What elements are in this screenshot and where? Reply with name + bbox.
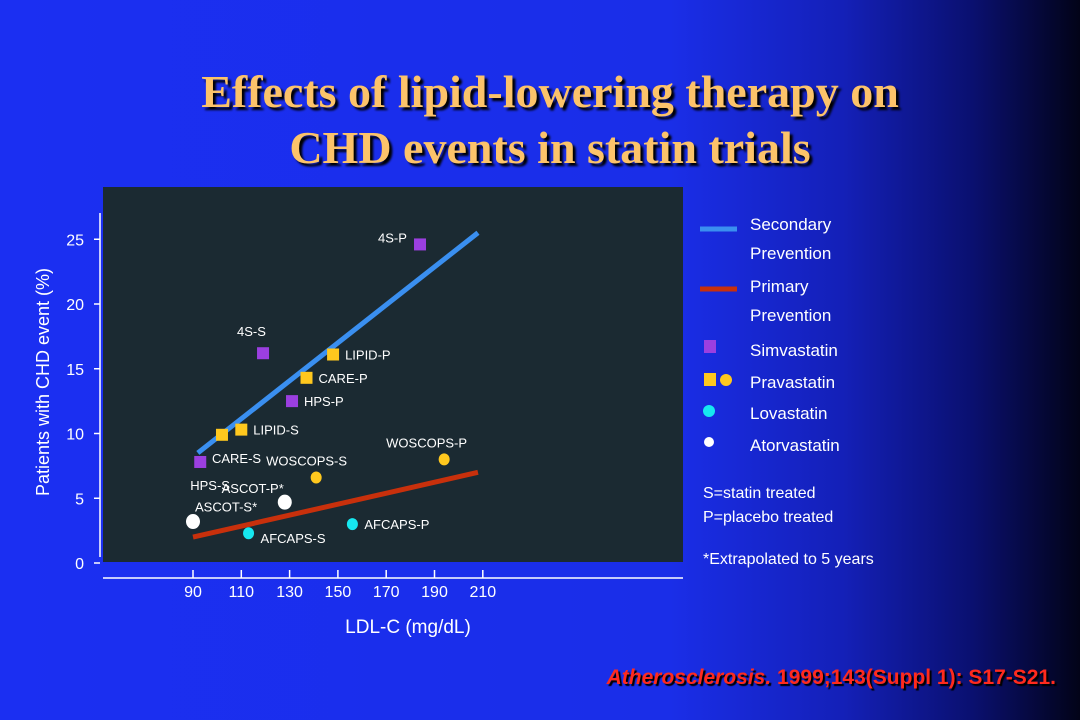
legend-simvastatin: Simvastatin xyxy=(750,341,838,360)
y-tick-label: 25 xyxy=(66,232,84,249)
citation-details: 1999;143(Suppl 1): S17-S21. xyxy=(771,666,1056,689)
x-tick-label: 150 xyxy=(325,584,352,601)
legend-lovastatin-swatch xyxy=(703,405,715,417)
secondary-prevention-line xyxy=(196,230,480,455)
y-tick-label: 15 xyxy=(66,362,84,379)
point-ascot-s xyxy=(186,514,200,530)
primary-prevention-line xyxy=(192,469,479,540)
x-axis-label: LDL-C (mg/dL) xyxy=(345,617,471,638)
point-afcaps-s xyxy=(243,527,255,540)
legend-secondary-prevention: Secondary Prevention xyxy=(750,210,831,268)
point-label-afcaps-p: AFCAPS-P xyxy=(364,517,429,532)
slide-title-line-1: Effects of lipid-lowering therapy on xyxy=(201,66,899,117)
legend-simvastatin-swatch xyxy=(704,340,716,353)
point-label-ascot-s: ASCOT-S* xyxy=(195,500,257,515)
point-lipid-p xyxy=(327,348,340,361)
x-tick-label: 210 xyxy=(469,584,496,601)
point-label-lipid-p: LIPID-P xyxy=(345,348,391,363)
point-hps-s xyxy=(194,455,207,468)
point-label-4s-p: 4S-P xyxy=(378,230,407,245)
legend-atorvastatin: Atorvastatin xyxy=(750,436,840,455)
note-extrapolated: *Extrapolated to 5 years xyxy=(703,551,874,568)
plot-area xyxy=(103,187,683,562)
legend-atorvastatin-swatch xyxy=(704,437,714,447)
y-tick-label: 5 xyxy=(75,491,84,508)
point-label-hps-s: HPS-S xyxy=(190,478,230,493)
point-4s-p xyxy=(414,238,427,251)
legend-pravastatin-square-swatch xyxy=(704,373,716,386)
y-tick-label: 10 xyxy=(66,427,84,444)
x-tick-label: 130 xyxy=(276,584,303,601)
x-tick-label: 190 xyxy=(421,584,448,601)
note-placebo-treated: P=placebo treated xyxy=(703,509,834,526)
x-tick-label: 90 xyxy=(184,584,202,601)
slide-title-line-2: CHD events in statin trials xyxy=(289,122,811,173)
legend-lovastatin: Lovastatin xyxy=(750,404,828,423)
axes: 0 5 10 15 20 25 90 110 130 150 170 190 210 LDL-C (mg/… xyxy=(33,213,683,638)
slide-title: Effects of lipid-lowering therapy on CHD… xyxy=(0,64,1080,176)
legend-secondary-line2: Prevention xyxy=(750,244,832,263)
point-label-care-s: CARE-S xyxy=(212,451,261,466)
legend-primary-line1: Primary xyxy=(750,277,809,296)
point-4s-s xyxy=(257,347,270,360)
point-label-ascot-p: ASCOT-P* xyxy=(222,481,284,496)
legend-pravastatin: Pravastatin xyxy=(750,373,836,392)
citation-journal: Atherosclerosis. xyxy=(606,666,772,689)
note-statin-treated: S=statin treated xyxy=(703,485,816,502)
point-care-s xyxy=(215,428,228,441)
point-label-4s-s: 4S-S xyxy=(237,324,266,339)
point-lipid-s xyxy=(235,423,248,436)
point-label-afcaps-s: AFCAPS-S xyxy=(261,531,326,546)
point-label-woscops-p: WOSCOPS-P xyxy=(386,435,467,450)
legend-secondary-line1: Secondary xyxy=(750,215,832,234)
y-axis-label: Patients with CHD event (%) xyxy=(33,268,53,496)
trend-lines xyxy=(192,230,480,540)
point-afcaps-p xyxy=(346,518,358,531)
legend-pravastatin-circle-swatch xyxy=(720,374,732,386)
point-ascot-p xyxy=(277,494,292,510)
point-woscops-p xyxy=(438,453,450,466)
point-hps-p xyxy=(286,395,299,408)
legend-primary-line2: Prevention xyxy=(750,306,832,325)
y-tick-label: 0 xyxy=(75,556,84,573)
point-care-p xyxy=(300,371,313,384)
legend-primary-prevention: Primary Prevention xyxy=(750,272,831,330)
y-tick-label: 20 xyxy=(66,297,84,314)
citation: Atherosclerosis. 1999;143(Suppl 1): S17-… xyxy=(607,666,1056,690)
point-label-lipid-s: LIPID-S xyxy=(253,423,299,438)
point-label-woscops-s: WOSCOPS-S xyxy=(266,454,347,469)
point-label-care-p: CARE-P xyxy=(319,371,368,386)
point-woscops-s xyxy=(310,471,322,484)
data-points: 4S-P 4S-S HPS-P HPS-S LIPID-P CARE-P LIPID-S CA… xyxy=(186,230,467,546)
point-label-hps-p: HPS-P xyxy=(304,394,344,409)
x-tick-label: 110 xyxy=(229,584,255,601)
legend-markers xyxy=(700,226,737,447)
x-tick-label: 170 xyxy=(373,584,400,601)
